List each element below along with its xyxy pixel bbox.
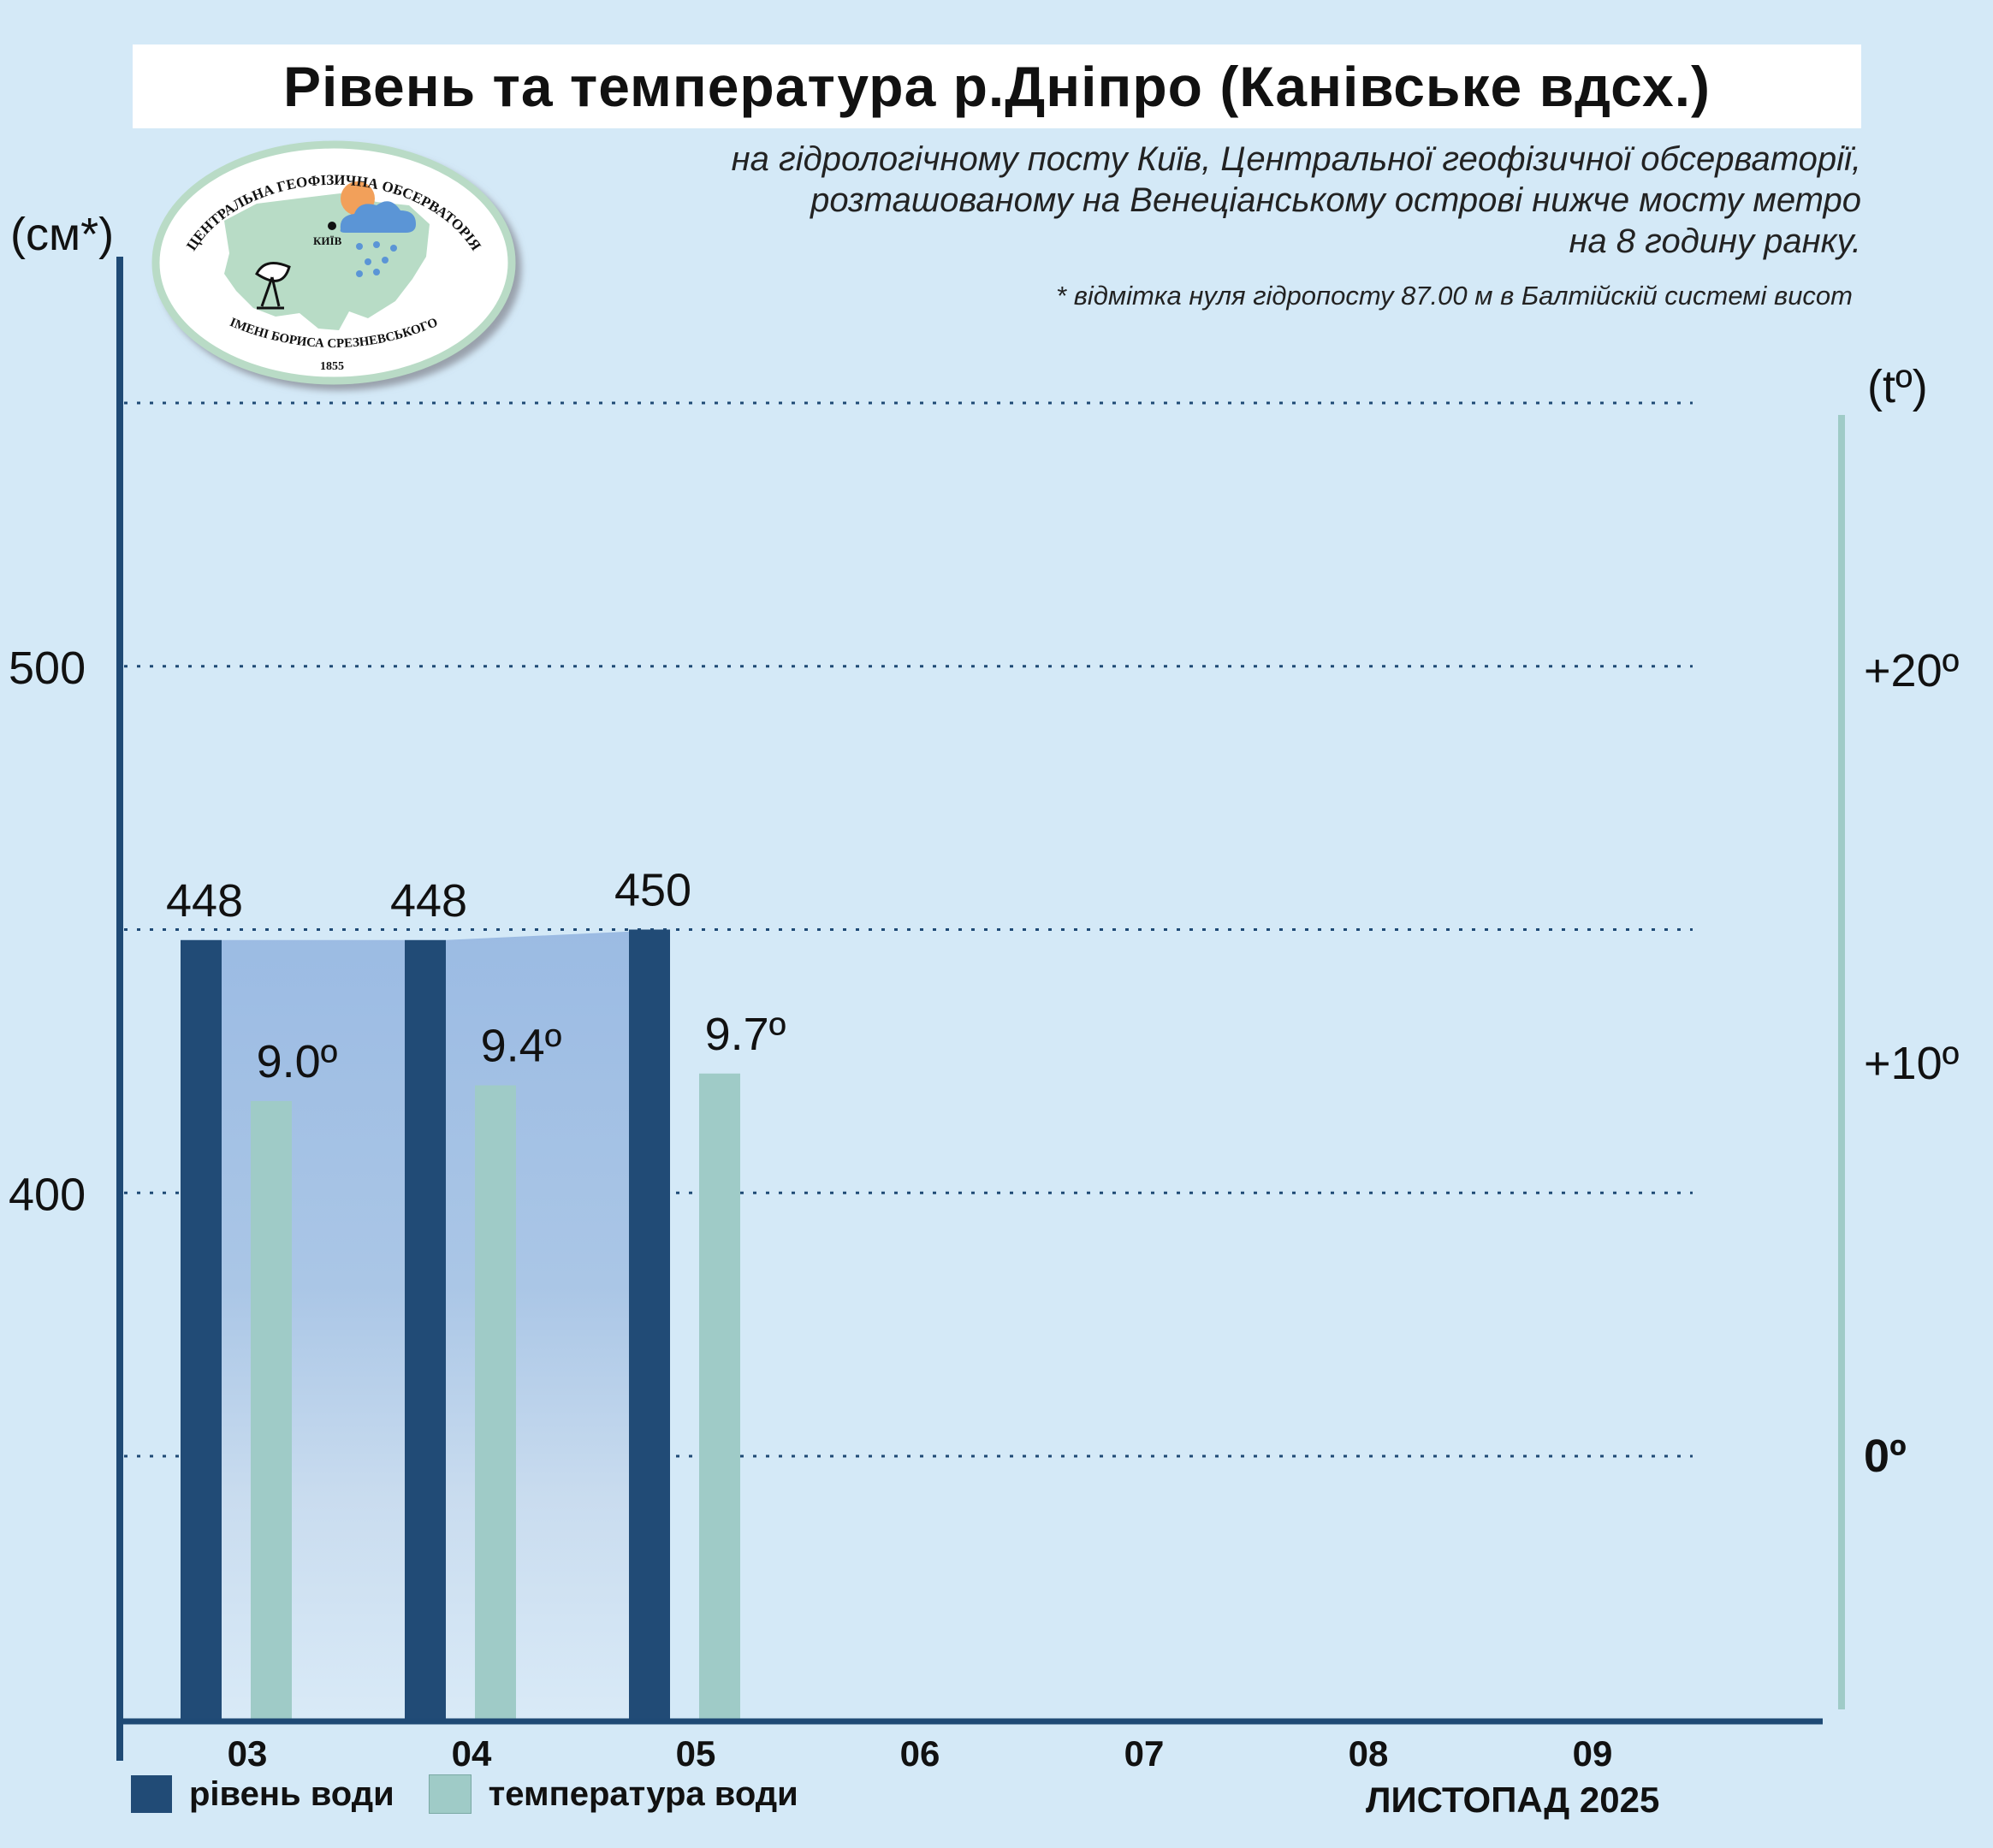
right-tick-label: 0º xyxy=(1864,1430,1907,1482)
level-bar xyxy=(405,939,446,1720)
legend-label-level: рівень води xyxy=(189,1774,394,1813)
legend-item-temperature: температура води xyxy=(428,1774,798,1814)
right-tick-label: +20º xyxy=(1864,645,1960,696)
datum-footnote: * відмітка нуля гідропосту 87.00 м в Бал… xyxy=(1056,281,1853,311)
legend-label-temperature: температура води xyxy=(488,1774,798,1813)
right-axis-title: (tº) xyxy=(1867,361,1928,412)
logo-city: КИЇВ xyxy=(313,234,342,247)
logo-year: 1855 xyxy=(320,360,344,373)
left-tick-label: 500 xyxy=(9,643,86,694)
satellite-dish-icon xyxy=(255,262,291,310)
month-label: ЛИСТОПАД 2025 xyxy=(1366,1780,1660,1820)
temperature-data-label: 9.0º xyxy=(257,1036,338,1087)
temperature-bar xyxy=(699,1073,740,1720)
legend-item-level: рівень води xyxy=(131,1775,394,1814)
x-tick-label: 06 xyxy=(900,1733,940,1774)
level-data-label: 450 xyxy=(614,865,691,916)
subtitle-line: розташованому на Венеціанському острові … xyxy=(810,181,1861,219)
level-bar xyxy=(629,929,670,1720)
x-tick-label: 08 xyxy=(1349,1733,1389,1774)
x-tick-label: 09 xyxy=(1573,1733,1613,1774)
left-tick-label: 400 xyxy=(9,1169,86,1220)
right-tick-label: +10º xyxy=(1864,1038,1960,1089)
temperature-data-label: 9.4º xyxy=(481,1021,562,1072)
x-tick-label: 04 xyxy=(452,1733,492,1774)
cloud-icon xyxy=(340,201,416,233)
subtitle-line: на гідрологічному посту Київ, Центрально… xyxy=(731,140,1861,178)
kyiv-dot-icon xyxy=(328,222,336,230)
bar-layer xyxy=(181,929,740,1720)
temperature-data-label: 9.7º xyxy=(705,1009,786,1060)
x-tick-label: 03 xyxy=(228,1733,268,1774)
legend-swatch-level xyxy=(131,1775,172,1813)
subtitle: на гідрологічному посту Київ, Центрально… xyxy=(406,139,1861,262)
legend-swatch-temperature xyxy=(428,1774,472,1814)
x-tick-label: 05 xyxy=(676,1733,716,1774)
grid-layer xyxy=(124,401,1693,1458)
subtitle-line: на 8 годину ранку. xyxy=(1569,222,1861,260)
left-axis-title: (см*) xyxy=(10,209,114,260)
temperature-bar xyxy=(251,1100,292,1720)
legend: рівень води температура води xyxy=(131,1773,833,1815)
observatory-logo: КИЇВ ЦЕНТРАЛЬНА ГЕОФІЗИЧНА ОБСЕРВАТОРІЯ … xyxy=(151,140,516,385)
x-tick-label: 07 xyxy=(1124,1733,1165,1774)
level-data-label: 448 xyxy=(166,875,243,927)
axis-layer xyxy=(116,257,1845,1761)
title-box: Рівень та температура р.Дніпро (Канівськ… xyxy=(133,44,1861,128)
label-layer: 448 448 450 9.0º 9.4º 9.7º (см*) (tº) 500 400 +20º… xyxy=(9,209,1960,1774)
level-bar xyxy=(181,939,222,1720)
level-data-label: 448 xyxy=(390,875,467,927)
temperature-bar xyxy=(475,1085,516,1720)
rain-drops-icon xyxy=(356,241,397,277)
chart-title: Рівень та температура р.Дніпро (Канівськ… xyxy=(282,55,1711,118)
